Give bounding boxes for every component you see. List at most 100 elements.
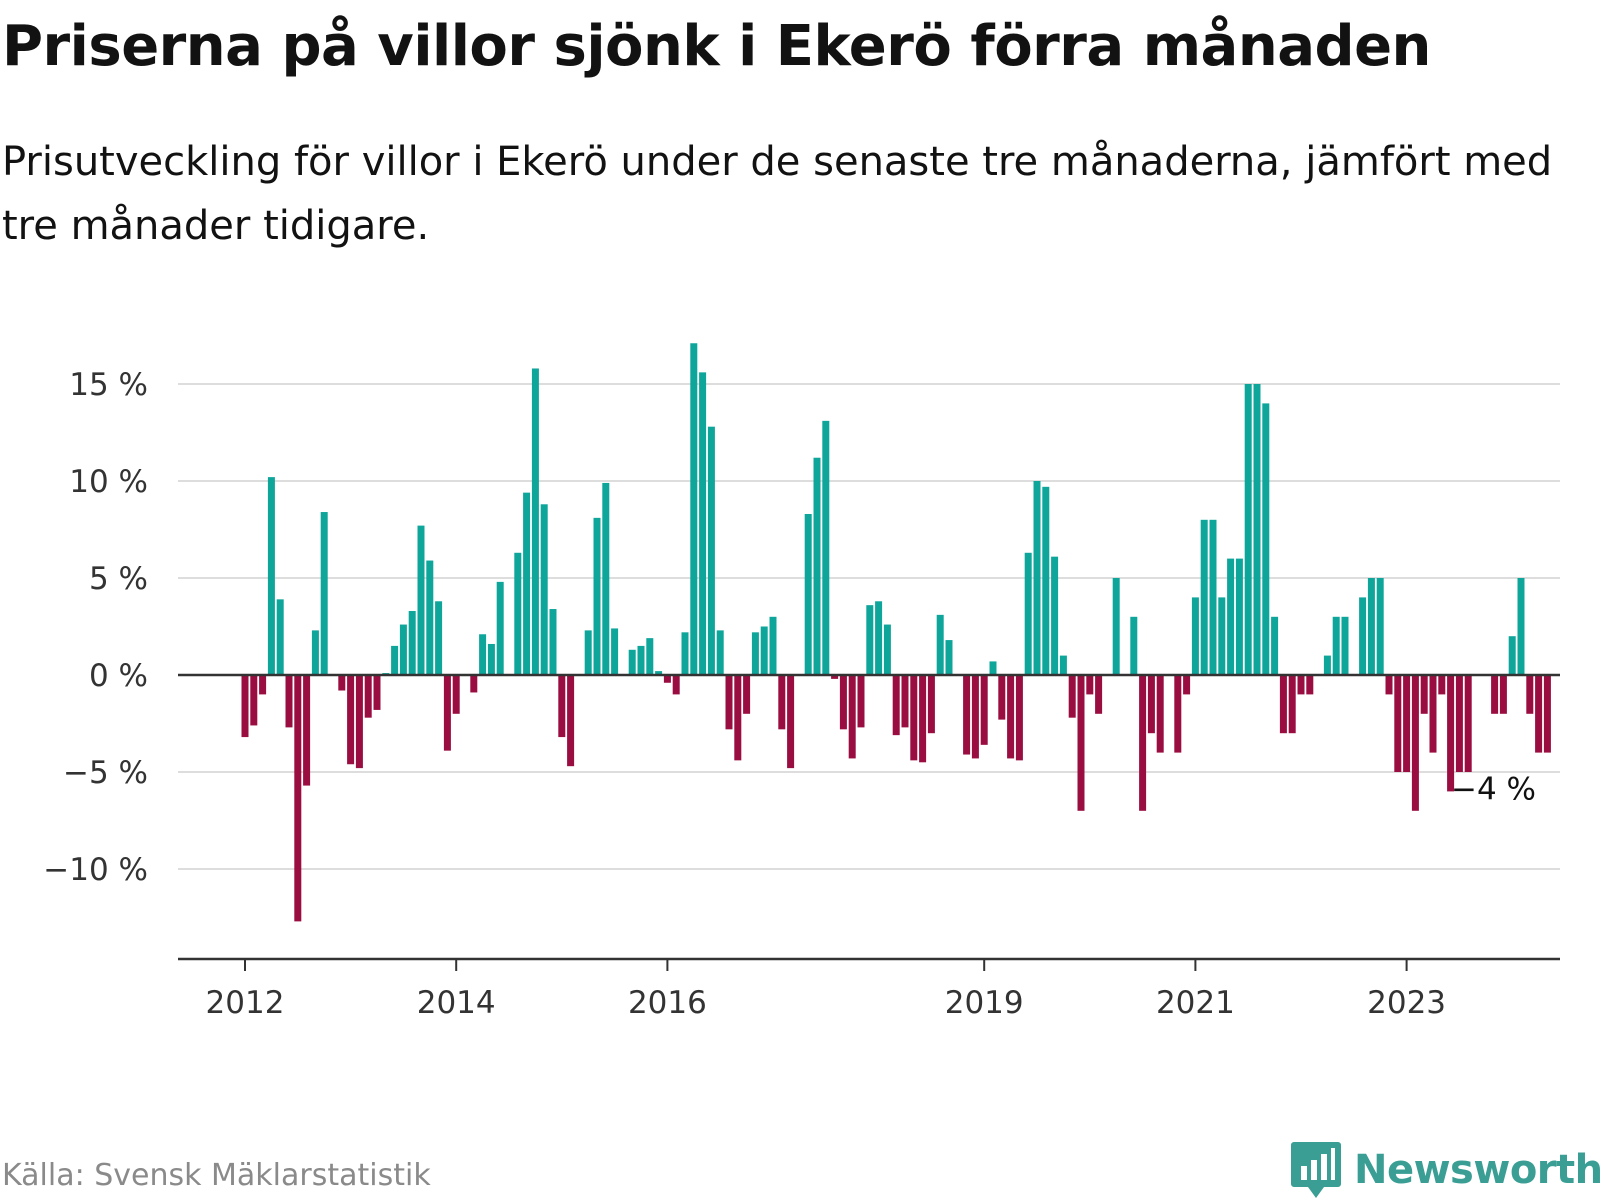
x-tick-label: 2012 bbox=[206, 985, 285, 1021]
bar bbox=[1385, 675, 1393, 695]
bar bbox=[628, 649, 636, 675]
bar bbox=[1139, 675, 1147, 811]
bar bbox=[540, 504, 548, 675]
bar bbox=[734, 675, 742, 761]
bar bbox=[1218, 597, 1226, 675]
bar bbox=[1015, 675, 1023, 761]
bar bbox=[1420, 675, 1428, 714]
bar bbox=[1508, 636, 1516, 675]
bar bbox=[408, 610, 416, 675]
bar bbox=[479, 634, 487, 675]
y-tick-label: −5 % bbox=[63, 755, 148, 791]
bar bbox=[848, 675, 856, 759]
bar bbox=[910, 675, 918, 761]
bar bbox=[452, 675, 460, 714]
bar-chart: −10 % −5 % 0 % 5 % 10 % 15 % 2012 2014 2016 2019… bbox=[43, 343, 1560, 1021]
bar bbox=[945, 640, 953, 675]
bar bbox=[646, 638, 654, 675]
bar bbox=[549, 609, 557, 675]
bars bbox=[241, 343, 1551, 922]
bar bbox=[1051, 556, 1059, 675]
bar bbox=[822, 420, 830, 675]
bar bbox=[250, 675, 258, 726]
bar bbox=[523, 492, 531, 675]
brand-name: Newsworthy bbox=[1354, 1147, 1600, 1193]
bar bbox=[303, 675, 311, 786]
bar bbox=[391, 645, 399, 675]
bar bbox=[866, 605, 874, 675]
bar bbox=[927, 675, 935, 734]
bar bbox=[980, 675, 988, 745]
bar bbox=[655, 671, 663, 675]
bar bbox=[1227, 558, 1235, 675]
bar bbox=[584, 630, 592, 675]
bar bbox=[1323, 655, 1331, 675]
bar bbox=[883, 624, 891, 675]
bar bbox=[1367, 578, 1375, 675]
x-tick-label: 2023 bbox=[1367, 985, 1446, 1021]
bar bbox=[1191, 597, 1199, 675]
y-axis-labels: −10 % −5 % 0 % 5 % 10 % 15 % bbox=[43, 367, 148, 888]
bar bbox=[1464, 675, 1472, 772]
bar bbox=[725, 675, 733, 730]
newsworthy-logo: Newsworthy bbox=[1290, 1140, 1600, 1200]
bar bbox=[831, 675, 839, 679]
bar bbox=[294, 675, 302, 922]
bar bbox=[1174, 675, 1182, 753]
bar bbox=[1271, 616, 1279, 675]
bar bbox=[1059, 655, 1067, 675]
bar bbox=[875, 601, 883, 675]
bar bbox=[1095, 675, 1103, 714]
source-note: Källa: Svensk Mäklarstatistik bbox=[2, 1158, 431, 1193]
bar bbox=[672, 675, 680, 695]
bar bbox=[1288, 675, 1296, 734]
bar bbox=[1235, 558, 1243, 675]
bar bbox=[1411, 675, 1419, 811]
bar bbox=[1535, 675, 1543, 753]
bar bbox=[259, 675, 267, 695]
bar bbox=[338, 675, 346, 691]
bar bbox=[857, 675, 865, 728]
bar bbox=[963, 675, 971, 755]
bar bbox=[443, 675, 451, 751]
bar bbox=[813, 457, 821, 675]
bar bbox=[769, 616, 777, 675]
bar bbox=[919, 675, 927, 763]
bar bbox=[602, 482, 610, 675]
annotations: −4 % bbox=[1451, 772, 1536, 808]
bar bbox=[611, 628, 619, 675]
bar bbox=[531, 368, 539, 675]
bar bbox=[892, 675, 900, 736]
bar bbox=[1491, 675, 1499, 714]
bar bbox=[417, 525, 425, 675]
bar bbox=[1543, 675, 1551, 753]
bar bbox=[1297, 675, 1305, 695]
bar bbox=[787, 675, 795, 769]
bar bbox=[241, 675, 249, 738]
bar bbox=[743, 675, 751, 714]
bar bbox=[1279, 675, 1287, 734]
bar bbox=[320, 512, 328, 675]
y-tick-label: 5 % bbox=[89, 561, 148, 597]
bar bbox=[637, 645, 645, 675]
bar bbox=[1007, 675, 1015, 759]
bar bbox=[399, 624, 407, 675]
bar bbox=[1042, 486, 1050, 675]
bar bbox=[435, 601, 443, 675]
bar bbox=[487, 643, 495, 675]
bar bbox=[426, 560, 434, 675]
bar bbox=[1306, 675, 1314, 695]
bar bbox=[716, 630, 724, 675]
bar bbox=[1447, 675, 1455, 792]
last-value-label: −4 % bbox=[1451, 772, 1536, 808]
bar bbox=[1253, 384, 1261, 675]
bar bbox=[1517, 578, 1525, 675]
y-tick-label: −10 % bbox=[43, 852, 148, 888]
bar bbox=[1024, 552, 1032, 675]
bar bbox=[707, 426, 715, 675]
bar bbox=[839, 675, 847, 730]
bar bbox=[1403, 675, 1411, 772]
x-axis-ticks: 2012 2014 2016 2019 2021 2023 bbox=[206, 959, 1446, 1021]
bar bbox=[1526, 675, 1534, 714]
bar bbox=[1332, 616, 1340, 675]
